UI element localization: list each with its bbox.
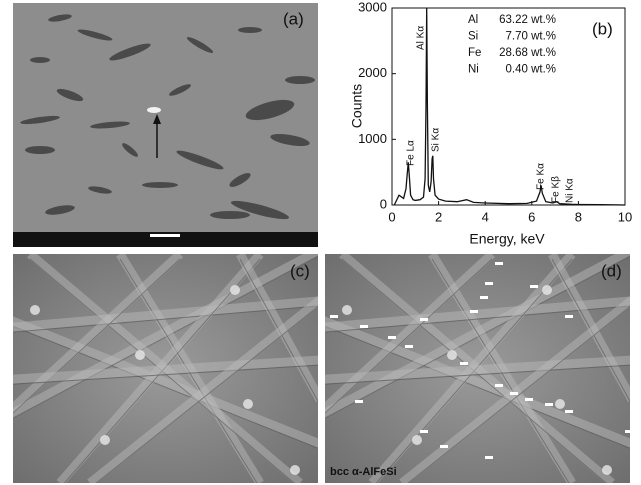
zone-axis [412, 435, 422, 445]
index-marker [545, 403, 553, 406]
peak-label: Fe Kα [536, 163, 547, 190]
y-axis-label: Counts [349, 84, 365, 128]
zone-axis [290, 465, 300, 475]
index-marker [495, 262, 503, 265]
index-marker [470, 310, 478, 313]
index-marker [330, 315, 338, 318]
kikuchi-pattern-indexed [272, 250, 641, 485]
panel-label: (d) [601, 261, 622, 280]
panel-label: (c) [290, 261, 310, 280]
panel-label: (b) [592, 19, 613, 38]
page: {"panels": {"a": "(a)", "b": "(b)", "c":… [0, 0, 641, 485]
index-marker [420, 318, 428, 321]
zone-axis [542, 285, 552, 295]
x-tick-label: 0 [388, 209, 395, 224]
sem-phase [30, 57, 50, 63]
index-marker [420, 430, 428, 433]
peak-label: Fe Kβ [551, 176, 562, 203]
y-tick-label: 0 [380, 196, 387, 211]
zone-axis [243, 399, 253, 409]
sem-phase [238, 27, 262, 33]
peak-label: Fe Lα [406, 140, 417, 166]
zone-axis [602, 465, 612, 475]
x-tick-label: 2 [435, 209, 442, 224]
index-marker [355, 400, 363, 403]
index-marker [388, 336, 396, 339]
spectrum-chart: (b) Counts Energy, keV 0 1000 2000 3000 0 2 4 6… [349, 0, 633, 247]
zone-axis [100, 435, 110, 445]
sem-phase [142, 182, 178, 188]
scale-bar [150, 234, 180, 237]
index-marker [565, 410, 573, 413]
index-marker [530, 285, 538, 288]
sem-image: (a) [13, 3, 318, 247]
wt-percent: 28.68 wt.% [499, 47, 556, 59]
x-axis-label: Energy, keV [469, 231, 545, 247]
x-tick-label: 8 [575, 209, 582, 224]
phase-caption: bcc α-AlFeSi [330, 466, 397, 478]
zone-axis [135, 350, 145, 360]
element: Al [468, 14, 478, 26]
figure: (a) (b) Counts Energy, keV 0 1000 2000 3000… [0, 0, 641, 485]
index-marker [625, 430, 633, 433]
index-marker [440, 445, 448, 448]
peak-label: Ni Kα [565, 178, 576, 203]
wt-percent: 7.70 wt.% [506, 31, 557, 43]
element: Ni [468, 64, 479, 76]
element: Si [468, 31, 478, 43]
index-marker [480, 296, 488, 299]
x-tick-label: 6 [528, 209, 535, 224]
peak-label: Al Kα [416, 26, 427, 50]
index-marker [460, 362, 468, 365]
index-marker [565, 315, 573, 318]
x-tick-label: 10 [618, 209, 632, 224]
index-marker [495, 384, 503, 387]
zone-axis [30, 305, 40, 315]
index-marker [525, 398, 533, 401]
kikuchi-pattern [0, 250, 360, 485]
zone-axis [342, 305, 352, 315]
sem-phase [210, 211, 250, 219]
element: Fe [468, 47, 481, 59]
zone-axis [447, 350, 457, 360]
sem-phase [285, 76, 315, 84]
index-marker [485, 282, 493, 285]
y-tick-label: 3000 [358, 0, 387, 14]
index-marker [405, 345, 413, 348]
panel-label: (a) [283, 9, 304, 28]
index-marker [360, 325, 368, 328]
x-tick-label: 4 [482, 209, 489, 224]
index-marker [485, 456, 493, 459]
peak-label: Si Kα [431, 128, 442, 152]
y-tick-label: 2000 [358, 65, 387, 80]
zone-axis [230, 285, 240, 295]
index-marker [510, 392, 518, 395]
sem-phase [25, 146, 55, 154]
wt-percent: 63.22 wt.% [499, 14, 556, 26]
zone-axis [555, 399, 565, 409]
y-tick-label: 1000 [358, 131, 387, 146]
wt-percent: 0.40 wt.% [506, 64, 557, 76]
particle [147, 107, 161, 113]
